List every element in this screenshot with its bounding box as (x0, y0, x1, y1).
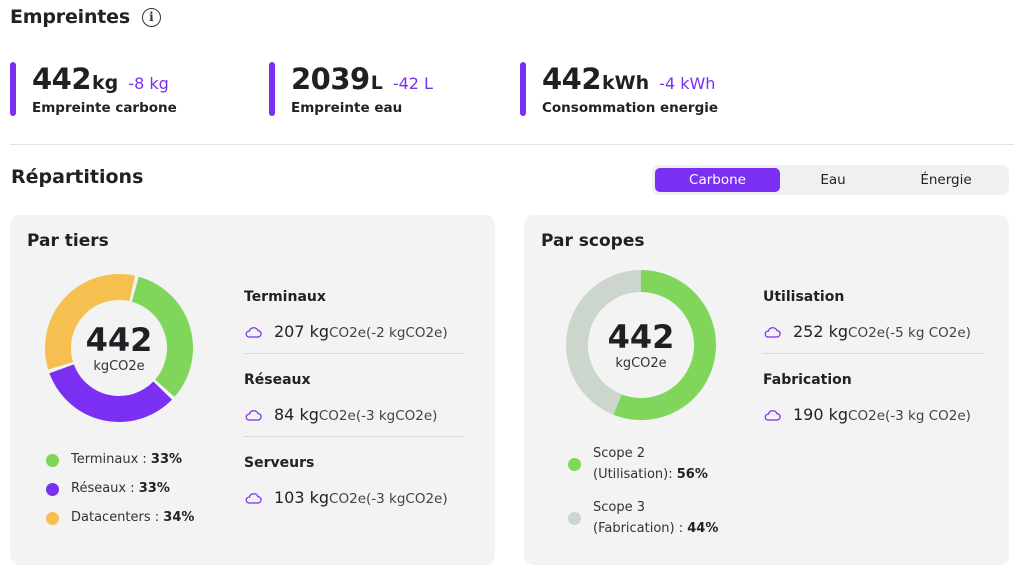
divider (244, 353, 464, 354)
details-scopes: Utilisation 252 kg CO2e (-5 kg CO2e) Fabr… (763, 289, 983, 424)
donut-total: 442 (85, 320, 153, 359)
kpi-label: Empreinte eau (291, 100, 403, 116)
legend-scopes: Scope 2 (Utilisation): 56% Scope 3 (Fabr… (568, 443, 718, 539)
donut-svg (45, 274, 193, 422)
card-title: Par tiers (27, 231, 109, 251)
detail-item: Terminaux 207 kg CO2e (-2 kgCO2e) (244, 289, 464, 354)
legend-dot (568, 457, 581, 471)
kpi-row: 442 kg -8 kg Empreinte carbone 2039 L -4… (10, 62, 1014, 118)
donut-chart-tiers: 442 kgCO2e (44, 273, 194, 423)
donut-chart-scopes: 442 kgCO2e (565, 269, 717, 421)
donut-segment-r-seaux (49, 363, 172, 422)
kpi-label: Empreinte carbone (32, 100, 177, 116)
legend-item: Scope 3 (Fabrication) : 44% (568, 497, 718, 539)
kpi-delta: -4 kWh (659, 74, 716, 93)
card-par-tiers: Par tiers 442 kgCO2e Terminaux : 33% Rés… (10, 215, 495, 565)
detail-unit: CO2e (848, 408, 885, 424)
detail-value: 207 kg (274, 322, 330, 341)
detail-delta: (-3 kg CO2e) (885, 408, 971, 424)
kpi-delta: -42 L (392, 74, 433, 93)
legend-dot (46, 454, 59, 467)
detail-title: Terminaux (244, 289, 326, 305)
legend-item: Terminaux : 33% (46, 452, 194, 467)
donut-segment-scope-2 (613, 270, 716, 420)
detail-title: Utilisation (763, 289, 845, 305)
detail-delta: (-3 kgCO2e) (366, 491, 448, 507)
detail-value: 252 kg (793, 322, 849, 341)
detail-unit: CO2e (318, 408, 356, 424)
kpi-accent-bar (269, 62, 275, 116)
tab-eau[interactable]: Eau (820, 172, 846, 188)
kpi-unit: L (370, 72, 383, 94)
metric-tabs: Carbone Eau Énergie (652, 165, 1009, 195)
detail-item: Utilisation 252 kg CO2e (-5 kg CO2e) (763, 289, 983, 354)
detail-delta: (-5 kg CO2e) (885, 325, 971, 341)
detail-item: Réseaux 84 kg CO2e (-3 kgCO2e) (244, 372, 464, 437)
details-tiers: Terminaux 207 kg CO2e (-2 kgCO2e) Réseaux… (244, 289, 464, 507)
kpi-unit: kg (92, 72, 119, 94)
tab-carbone[interactable]: Carbone (655, 168, 780, 192)
detail-item: Fabrication 190 kg CO2e (-3 kg CO2e) (763, 372, 983, 424)
cloud-icon (764, 327, 781, 338)
page-title: Empreintes (10, 6, 130, 28)
kpi-value: 2039 (291, 62, 370, 96)
detail-unit: CO2e (848, 325, 885, 341)
cloud-icon (245, 327, 262, 338)
detail-delta: (-2 kgCO2e) (366, 325, 448, 341)
donut-unit: kgCO2e (93, 358, 145, 374)
detail-title: Fabrication (763, 372, 852, 388)
card-par-scopes: Par scopes 442 kgCO2e Scope 2 (Utilisati… (524, 215, 1009, 565)
tab-energie[interactable]: Énergie (920, 172, 972, 188)
detail-unit: CO2e (329, 325, 366, 341)
detail-unit: CO2e (329, 491, 366, 507)
header: Empreintes i (10, 6, 161, 28)
detail-value: 84 kg (274, 405, 319, 424)
divider (10, 144, 1014, 145)
info-icon[interactable]: i (141, 7, 161, 27)
cloud-icon (245, 410, 262, 421)
donut-segment-scope-3 (566, 270, 642, 415)
detail-value: 103 kg (274, 488, 330, 507)
kpi-water: 2039 L -42 L Empreinte eau (269, 62, 433, 116)
detail-delta: (-3 kgCO2e) (355, 408, 438, 424)
cloud-icon (245, 493, 262, 504)
legend-item: Réseaux : 33% (46, 481, 194, 496)
detail-title: Serveurs (244, 455, 315, 471)
legend-item: Datacenters : 34% (46, 510, 194, 525)
detail-title: Réseaux (244, 372, 311, 388)
kpi-delta: -8 kg (128, 74, 169, 93)
kpi-unit: kWh (602, 72, 650, 94)
kpi-accent-bar (520, 62, 526, 116)
legend-item: Scope 2 (Utilisation): 56% (568, 443, 718, 485)
section-title: Répartitions (11, 166, 144, 188)
card-title: Par scopes (541, 231, 645, 251)
detail-value: 190 kg (793, 405, 849, 424)
cloud-icon (764, 410, 781, 421)
kpi-label: Consommation energie (542, 100, 719, 116)
kpi-value: 442 (542, 62, 602, 96)
kpi-energy: 442 kWh -4 kWh Consommation energie (520, 62, 718, 116)
kpi-carbon: 442 kg -8 kg Empreinte carbone (10, 62, 177, 116)
kpi-accent-bar (10, 62, 16, 116)
donut-total: 442 (607, 317, 675, 356)
legend-dot (46, 512, 59, 525)
legend-dot (568, 511, 581, 525)
legend-tiers: Terminaux : 33% Réseaux : 33% Datacenter… (46, 452, 194, 525)
donut-svg (566, 270, 716, 420)
donut-segment-terminaux (131, 276, 193, 397)
legend-dot (46, 483, 59, 496)
donut-segment-datacenters (45, 274, 136, 370)
kpi-value: 442 (32, 62, 92, 96)
divider (763, 353, 983, 354)
detail-item: Serveurs 103 kg CO2e (-3 kgCO2e) (244, 455, 464, 507)
donut-unit: kgCO2e (615, 355, 667, 371)
divider (244, 436, 464, 437)
